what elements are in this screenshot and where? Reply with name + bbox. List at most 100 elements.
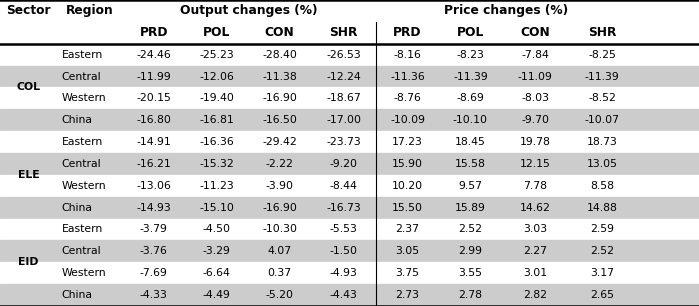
- Text: China: China: [62, 290, 92, 300]
- Text: -10.30: -10.30: [262, 225, 297, 234]
- Text: -20.15: -20.15: [136, 93, 171, 103]
- Bar: [0, 65, 699, 88]
- Bar: [0, 284, 699, 306]
- Text: China: China: [62, 203, 92, 213]
- Text: 17.23: 17.23: [392, 137, 423, 147]
- Text: -7.69: -7.69: [140, 268, 168, 278]
- Text: -13.06: -13.06: [136, 181, 171, 191]
- Text: -18.67: -18.67: [326, 93, 361, 103]
- Text: -14.93: -14.93: [136, 203, 171, 213]
- Text: 2.52: 2.52: [590, 246, 614, 256]
- Bar: [0, 197, 699, 218]
- Text: 3.03: 3.03: [523, 225, 547, 234]
- Text: 3.55: 3.55: [459, 268, 482, 278]
- Text: -3.76: -3.76: [140, 246, 168, 256]
- Bar: [0, 44, 699, 65]
- Text: 4.07: 4.07: [268, 246, 291, 256]
- Text: China: China: [62, 115, 92, 125]
- Bar: [0, 218, 699, 241]
- Text: POL: POL: [456, 26, 484, 39]
- Text: ELE: ELE: [18, 170, 39, 180]
- Text: -11.39: -11.39: [453, 72, 488, 81]
- Text: -4.33: -4.33: [140, 290, 168, 300]
- Text: -11.23: -11.23: [199, 181, 234, 191]
- Text: Sector: Sector: [6, 4, 51, 17]
- Text: 18.73: 18.73: [586, 137, 618, 147]
- Text: -12.06: -12.06: [199, 72, 234, 81]
- Text: -11.39: -11.39: [585, 72, 619, 81]
- Text: 13.05: 13.05: [586, 159, 618, 169]
- Text: -8.44: -8.44: [330, 181, 357, 191]
- Text: Eastern: Eastern: [62, 225, 103, 234]
- Text: -17.00: -17.00: [326, 115, 361, 125]
- Text: Central: Central: [62, 246, 101, 256]
- Text: -10.09: -10.09: [390, 115, 425, 125]
- Text: -12.24: -12.24: [326, 72, 361, 81]
- Text: -16.21: -16.21: [136, 159, 171, 169]
- Text: -23.73: -23.73: [326, 137, 361, 147]
- Text: -16.81: -16.81: [199, 115, 234, 125]
- Text: -8.69: -8.69: [456, 93, 484, 103]
- Text: SHR: SHR: [588, 26, 617, 39]
- Text: -16.50: -16.50: [262, 115, 297, 125]
- Text: -26.53: -26.53: [326, 50, 361, 60]
- Text: -5.53: -5.53: [330, 225, 357, 234]
- Text: COL: COL: [17, 82, 41, 92]
- Text: Central: Central: [62, 72, 101, 81]
- Text: -6.64: -6.64: [203, 268, 231, 278]
- Text: 3.01: 3.01: [523, 268, 547, 278]
- Text: 15.90: 15.90: [392, 159, 423, 169]
- Text: -15.10: -15.10: [199, 203, 234, 213]
- Text: 2.37: 2.37: [396, 225, 419, 234]
- Text: 14.62: 14.62: [519, 203, 551, 213]
- Text: Output changes (%): Output changes (%): [180, 4, 318, 17]
- Text: CON: CON: [520, 26, 550, 39]
- Text: -10.07: -10.07: [584, 115, 620, 125]
- Text: 2.73: 2.73: [396, 290, 419, 300]
- Text: -1.50: -1.50: [329, 246, 358, 256]
- Text: -9.70: -9.70: [521, 115, 549, 125]
- Text: -3.90: -3.90: [266, 181, 294, 191]
- Text: -16.73: -16.73: [326, 203, 361, 213]
- Text: POL: POL: [203, 26, 231, 39]
- Text: -5.20: -5.20: [266, 290, 294, 300]
- Bar: [0, 262, 699, 284]
- Text: Price changes (%): Price changes (%): [444, 4, 568, 17]
- Text: -11.99: -11.99: [136, 72, 171, 81]
- Text: -10.10: -10.10: [453, 115, 488, 125]
- Text: -8.16: -8.16: [394, 50, 421, 60]
- Text: 3.75: 3.75: [396, 268, 419, 278]
- Text: PRD: PRD: [140, 26, 168, 39]
- Text: -11.38: -11.38: [262, 72, 297, 81]
- Text: 12.15: 12.15: [519, 159, 551, 169]
- Text: -8.52: -8.52: [589, 93, 616, 103]
- Text: 9.57: 9.57: [459, 181, 482, 191]
- Text: 3.17: 3.17: [590, 268, 614, 278]
- Bar: [0, 153, 699, 175]
- Text: 18.45: 18.45: [455, 137, 486, 147]
- Text: EID: EID: [18, 257, 39, 267]
- Text: CON: CON: [265, 26, 294, 39]
- Text: 0.37: 0.37: [268, 268, 291, 278]
- Text: 19.78: 19.78: [519, 137, 551, 147]
- Text: -7.84: -7.84: [521, 50, 549, 60]
- Text: -25.23: -25.23: [199, 50, 234, 60]
- Text: -4.50: -4.50: [203, 225, 231, 234]
- Bar: [0, 88, 699, 109]
- Text: -16.90: -16.90: [262, 93, 297, 103]
- Text: -8.76: -8.76: [394, 93, 421, 103]
- Text: 8.58: 8.58: [590, 181, 614, 191]
- Text: -16.80: -16.80: [136, 115, 171, 125]
- Bar: [0, 241, 699, 262]
- Text: -19.40: -19.40: [199, 93, 234, 103]
- Bar: [0, 22, 699, 44]
- Text: -8.25: -8.25: [589, 50, 616, 60]
- Text: Region: Region: [66, 4, 114, 17]
- Text: -4.43: -4.43: [330, 290, 357, 300]
- Text: 15.58: 15.58: [455, 159, 486, 169]
- Text: -2.22: -2.22: [266, 159, 294, 169]
- Text: -29.42: -29.42: [262, 137, 297, 147]
- Text: 3.05: 3.05: [396, 246, 419, 256]
- Text: -9.20: -9.20: [329, 159, 358, 169]
- Text: -15.32: -15.32: [199, 159, 234, 169]
